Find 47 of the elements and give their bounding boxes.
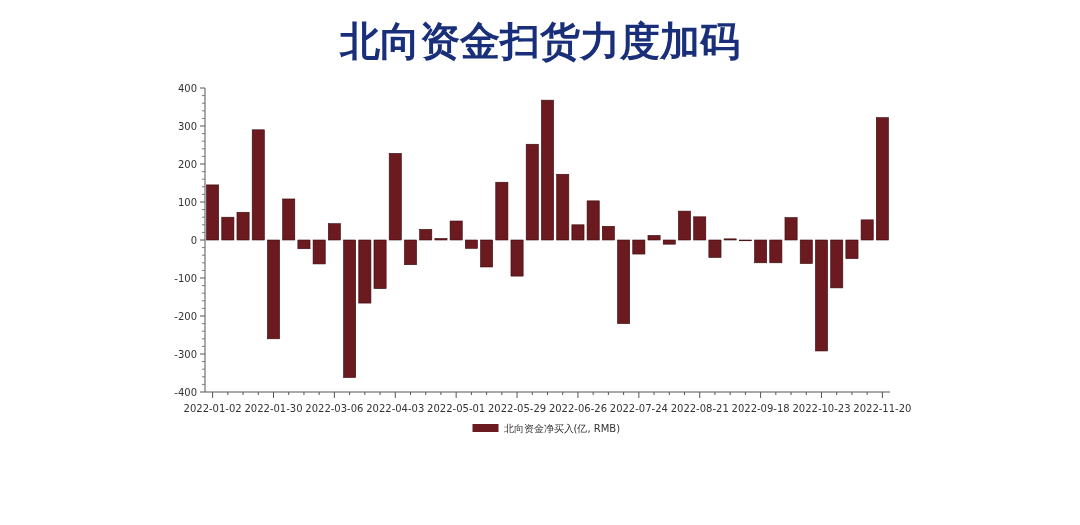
x-tick-label: 2022-09-18: [731, 403, 790, 414]
bar: [799, 239, 813, 264]
y-tick-label: -300: [174, 349, 197, 360]
x-tick-label: 2022-04-03: [366, 403, 425, 414]
bar: [388, 153, 402, 241]
bar: [328, 223, 341, 241]
bar: [343, 239, 356, 378]
y-tick-label: 400: [177, 83, 197, 94]
y-tick-label: 0: [190, 235, 197, 246]
bar: [876, 117, 889, 241]
y-tick-label: 100: [177, 197, 197, 208]
y-tick-label: -400: [174, 387, 197, 398]
bar: [282, 198, 296, 241]
bar: [693, 216, 707, 241]
chart-title: 北向资金扫货力度加码: [339, 18, 740, 64]
x-tick-label: 2022-01-30: [244, 403, 303, 414]
legend-label: 北向资金净买入(亿, RMB): [503, 423, 621, 434]
x-tick-label: 2022-07-24: [609, 403, 668, 414]
bar: [617, 239, 630, 324]
x-tick-label: 2022-06-26: [548, 403, 608, 414]
bar: [480, 239, 493, 268]
x-tick-label: 2022-05-29: [487, 403, 547, 414]
bar: [662, 239, 676, 245]
x-tick-label: 2022-01-02: [183, 403, 242, 414]
bar: [541, 99, 554, 241]
bar: [815, 239, 828, 352]
x-tick-label: 2022-11-20: [853, 403, 912, 414]
bar: [602, 226, 615, 241]
bar: [678, 210, 691, 241]
y-tick-label: -100: [174, 273, 197, 284]
bar: [525, 143, 539, 241]
x-tick-label: 2022-03-06: [305, 403, 364, 414]
bar: [206, 184, 219, 241]
bar: [465, 239, 478, 249]
y-tick-label: 200: [177, 159, 197, 170]
x-tick-label: 2022-08-21: [670, 403, 729, 414]
bar: [404, 239, 417, 265]
y-tick-label: 300: [177, 121, 197, 132]
bar: [419, 229, 433, 241]
x-tick-label: 2022-05-01: [427, 403, 486, 414]
bar: [251, 129, 265, 241]
bar: [754, 239, 767, 264]
bar: [556, 173, 570, 241]
y-tick-label: -200: [174, 311, 197, 322]
bar: [830, 239, 844, 289]
x-tick-label: 2022-10-23: [792, 403, 851, 414]
bar: [267, 239, 280, 340]
